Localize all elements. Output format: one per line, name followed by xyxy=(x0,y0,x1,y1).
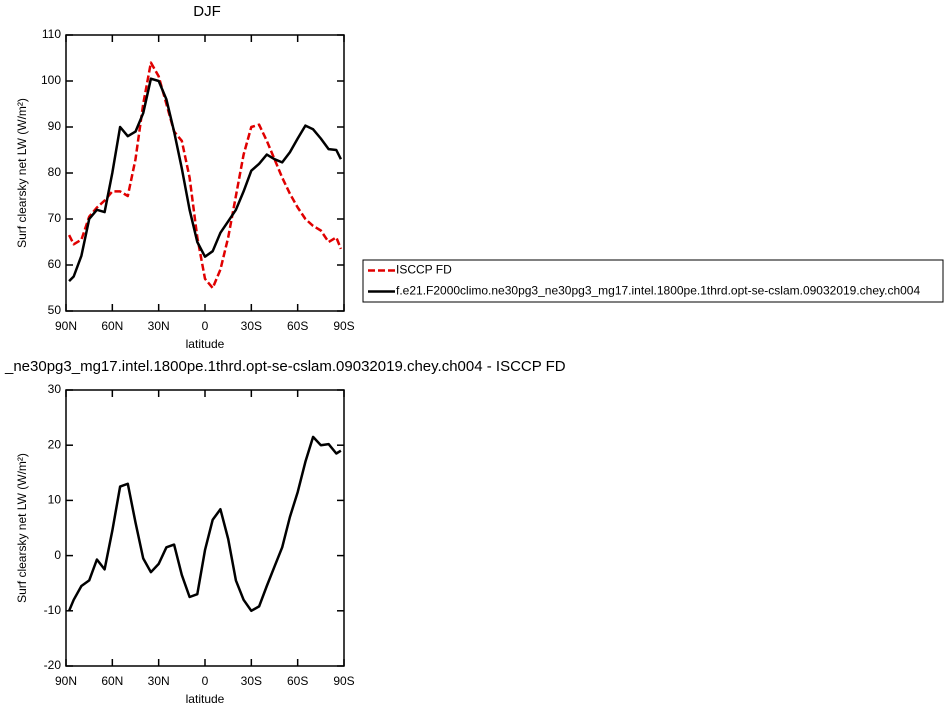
x-tick-label: 30N xyxy=(148,674,170,688)
series-line xyxy=(68,77,343,282)
y-tick-label: 30 xyxy=(48,382,62,396)
legend-label: ISCCP FD xyxy=(396,263,452,277)
x-tick-label: 60N xyxy=(101,674,123,688)
y-tick-label: 50 xyxy=(48,303,62,317)
y-axis-label: Surf clearsky net LW (W/m²) xyxy=(15,98,29,248)
chart-title: DJF xyxy=(193,3,221,20)
y-tick-label: 90 xyxy=(48,119,62,133)
y-axis-label: Surf clearsky net LW (W/m²) xyxy=(15,453,29,603)
y-tick-label: 0 xyxy=(54,548,61,562)
x-axis-label: latitude xyxy=(186,692,225,706)
series-line xyxy=(67,435,342,613)
chart-title: _ne30pg3_mg17.intel.1800pe.1thrd.opt-se-… xyxy=(4,358,566,375)
y-tick-label: -10 xyxy=(44,603,62,617)
y-tick-label: 20 xyxy=(48,437,62,451)
x-axis-label: latitude xyxy=(186,337,225,351)
y-tick-label: 110 xyxy=(42,27,61,41)
y-tick-label: 80 xyxy=(48,165,62,179)
y-tick-label: -20 xyxy=(44,658,62,672)
y-tick-label: 10 xyxy=(48,493,62,507)
series-line xyxy=(67,61,343,290)
x-tick-label: 60N xyxy=(101,319,123,333)
y-tick-label: 70 xyxy=(48,211,62,225)
legend-label: f.e21.F2000climo.ne30pg3_ne30pg3_mg17.in… xyxy=(396,284,920,298)
x-tick-label: 60S xyxy=(287,674,308,688)
x-tick-label: 90N xyxy=(55,319,77,333)
x-tick-label: 30N xyxy=(148,319,170,333)
y-tick-label: 100 xyxy=(41,73,61,87)
x-tick-label: 90N xyxy=(55,674,77,688)
x-tick-label: 30S xyxy=(241,319,262,333)
x-tick-label: 0 xyxy=(202,674,209,688)
plot-frame xyxy=(65,389,345,667)
x-tick-label: 30S xyxy=(241,674,262,688)
x-tick-label: 90S xyxy=(333,319,354,333)
x-tick-label: 90S xyxy=(333,674,354,688)
x-tick-label: 60S xyxy=(287,319,308,333)
y-tick-label: 60 xyxy=(48,257,62,271)
x-tick-label: 0 xyxy=(202,319,209,333)
legend-box xyxy=(362,259,944,303)
plot-frame xyxy=(65,34,345,312)
